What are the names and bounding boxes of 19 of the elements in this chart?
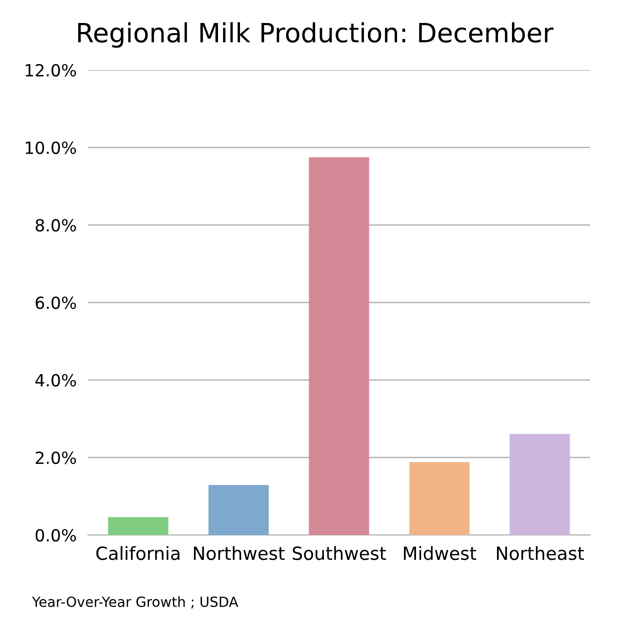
bar [208, 485, 269, 535]
y-tick-label: 2.0% [36, 451, 76, 464]
bar [308, 157, 370, 535]
x-tick-label: Northeast [496, 546, 584, 560]
chart-title: Regional Milk Production: December [78, 22, 554, 48]
y-tick-label: 6.0% [36, 296, 76, 310]
x-tick-label: Northwest [194, 546, 285, 560]
bar [108, 517, 168, 535]
x-tick-label: California [96, 546, 180, 560]
bar [409, 462, 470, 535]
text: Year-Over-Year Growth ; USDA [32, 596, 238, 608]
bar [510, 434, 570, 535]
y-tick-label: 0.0% [36, 528, 76, 542]
x-tick-label: Southwest [292, 546, 386, 560]
y-tick-label: 4.0% [35, 374, 76, 387]
y-tick-label: 12.0% [26, 64, 76, 77]
y-tick-label: 10.0% [26, 141, 76, 154]
y-tick-label: 8.0% [36, 218, 76, 232]
x-tick-label: Midwest [404, 546, 476, 560]
